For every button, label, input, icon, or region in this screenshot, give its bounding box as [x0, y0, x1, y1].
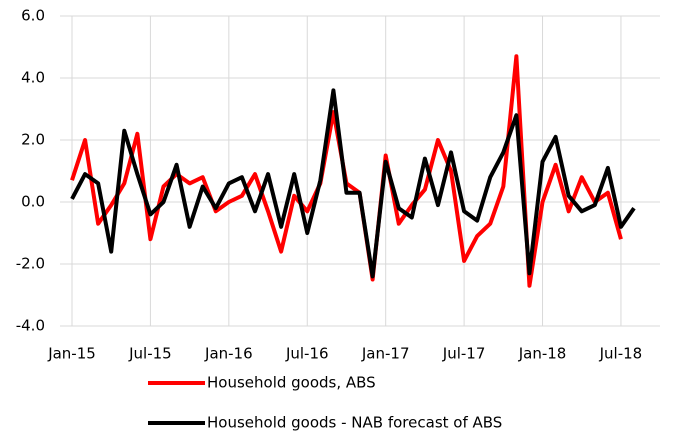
x-tick-label: Jul-16	[285, 345, 329, 363]
y-tick-label: 4.0	[21, 69, 45, 87]
x-tick-label: Jan-18	[518, 345, 567, 363]
x-tick-label: Jan-15	[47, 345, 96, 363]
y-tick-label: 0.0	[21, 193, 45, 211]
legend-label: Household goods, ABS	[207, 374, 376, 392]
series-line	[70, 88, 636, 279]
y-tick-label: 2.0	[21, 131, 45, 149]
x-tick-label: Jul-18	[599, 345, 643, 363]
y-tick-label: 6.0	[21, 7, 45, 25]
legend-label: Household goods - NAB forecast of ABS	[207, 414, 502, 432]
series-line	[70, 54, 623, 288]
x-tick-label: Jul-17	[442, 345, 486, 363]
x-tick-label: Jul-15	[128, 345, 172, 363]
x-tick-label: Jan-16	[204, 345, 253, 363]
y-tick-label: -2.0	[16, 255, 45, 273]
y-tick-label: -4.0	[16, 317, 45, 335]
x-tick-label: Jan-17	[361, 345, 410, 363]
